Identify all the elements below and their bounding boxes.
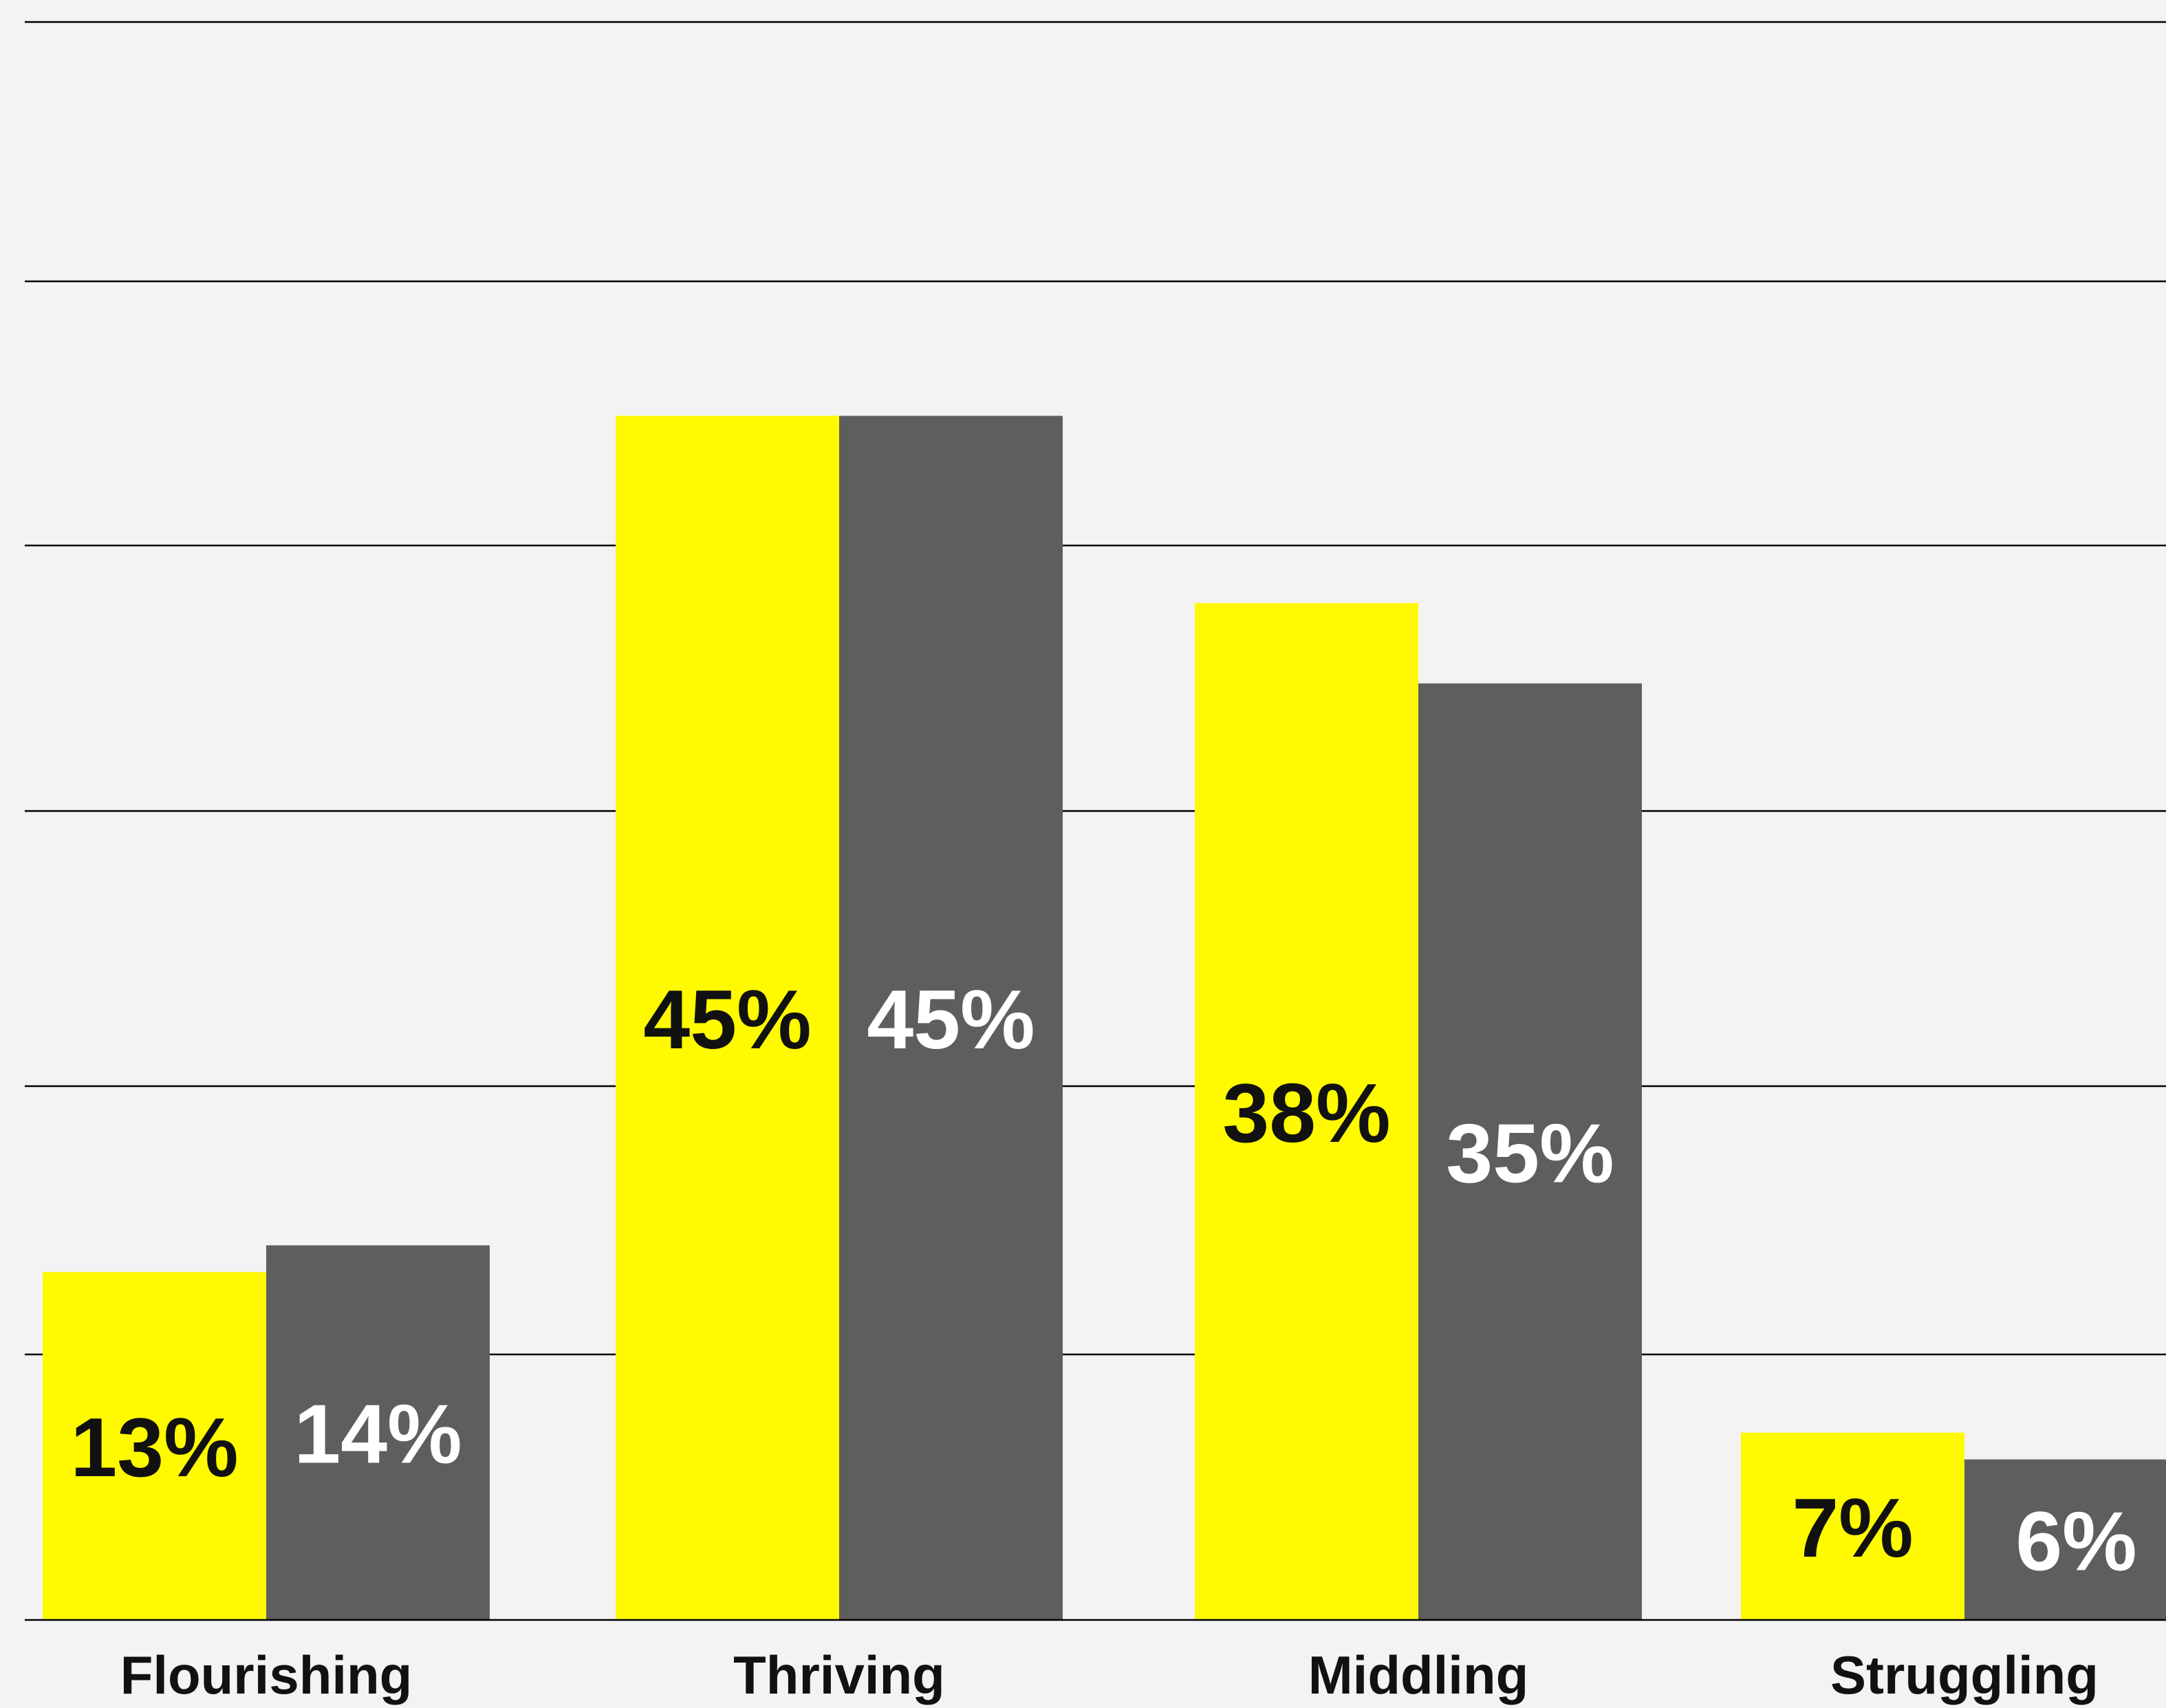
bar-value-label: 7% [1792, 1481, 1913, 1575]
gridlines [25, 21, 2166, 1356]
bar-value-label: 6% [2015, 1494, 2136, 1588]
bar-middling-series-2 [1418, 683, 1642, 1620]
category-labels: Flourishing Thriving Middling Struggling [120, 1645, 2099, 1705]
bars [43, 415, 2166, 1620]
bar-value-label: 13% [70, 1401, 238, 1494]
category-label-thriving: Thriving [733, 1645, 945, 1705]
bar-struggling-series-1 [1741, 1432, 1964, 1620]
bar-value-label: 14% [294, 1387, 462, 1481]
bar-value-label: 38% [1222, 1066, 1390, 1160]
bar-thriving-series-2 [839, 415, 1063, 1620]
bar-value-labels: 13% 14% 45% 45% 38% 35% 7% 6% [70, 973, 2136, 1588]
category-label-struggling: Struggling [1830, 1645, 2099, 1705]
bar-thriving-series-1 [616, 415, 839, 1620]
bar-flourishing-series-1 [43, 1272, 266, 1620]
bar-value-label: 45% [867, 973, 1035, 1066]
bar-flourishing-series-2 [266, 1245, 490, 1620]
category-label-flourishing: Flourishing [120, 1645, 413, 1705]
bar-struggling-series-2 [1964, 1459, 2166, 1620]
bar-middling-series-1 [1195, 603, 1418, 1620]
bar-value-label: 45% [643, 973, 811, 1066]
bar-value-label: 35% [1446, 1106, 1614, 1200]
category-label-middling: Middling [1308, 1645, 1529, 1705]
